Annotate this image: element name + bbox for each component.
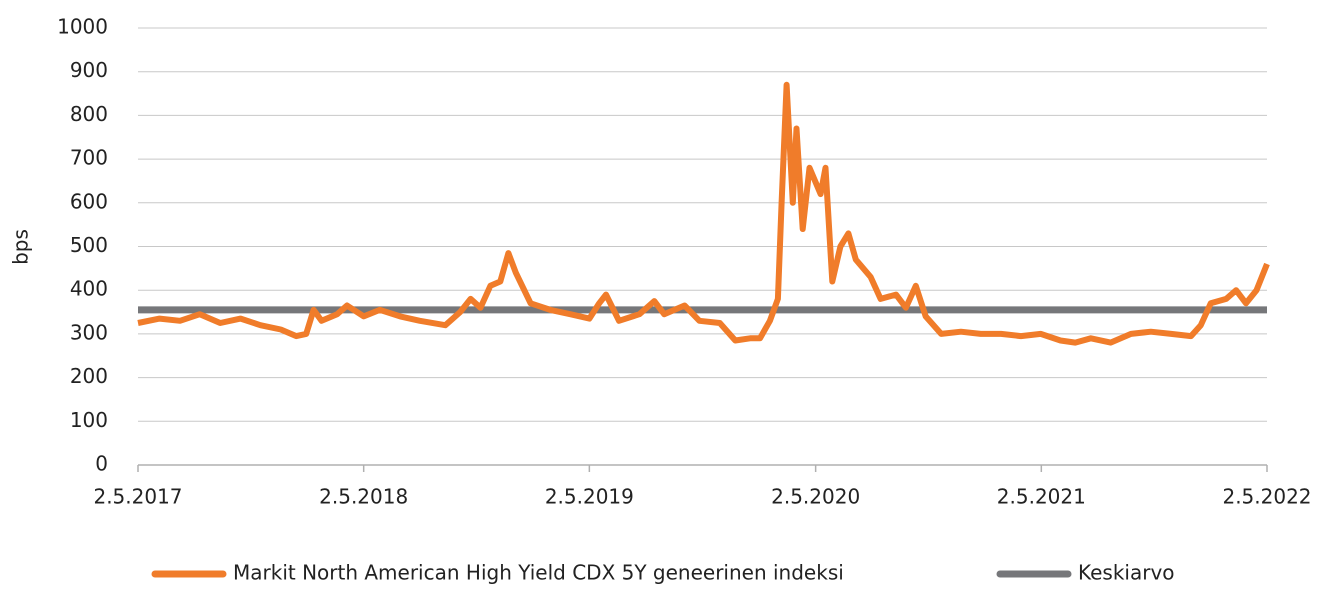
- y-tick-label: 700: [70, 146, 108, 170]
- legend-label: Markit North American High Yield CDX 5Y …: [233, 561, 844, 585]
- x-tick-label: 2.5.2020: [771, 485, 860, 509]
- legend-label: Keskiarvo: [1078, 561, 1175, 585]
- series-line: [137, 81, 1270, 346]
- x-tick-label: 2.5.2019: [545, 485, 634, 509]
- y-tick-label: 500: [70, 233, 108, 257]
- y-tick-label: 1000: [57, 15, 108, 39]
- y-tick-label: 900: [70, 58, 108, 82]
- y-tick-label: 800: [70, 102, 108, 126]
- y-tick-label: 100: [70, 408, 108, 432]
- x-tick-label: 2.5.2018: [319, 485, 408, 509]
- y-tick-label: 200: [70, 364, 108, 388]
- x-tick-label: 2.5.2021: [997, 485, 1086, 509]
- y-tick-label: 0: [95, 452, 108, 476]
- y-tick-label: 300: [70, 320, 108, 344]
- x-tick-label: 2.5.2017: [93, 485, 182, 509]
- y-tick-label: 600: [70, 189, 108, 213]
- y-tick-label: 400: [70, 277, 108, 301]
- x-tick-label: 2.5.2022: [1222, 485, 1311, 509]
- y-axis-label: bps: [9, 229, 33, 265]
